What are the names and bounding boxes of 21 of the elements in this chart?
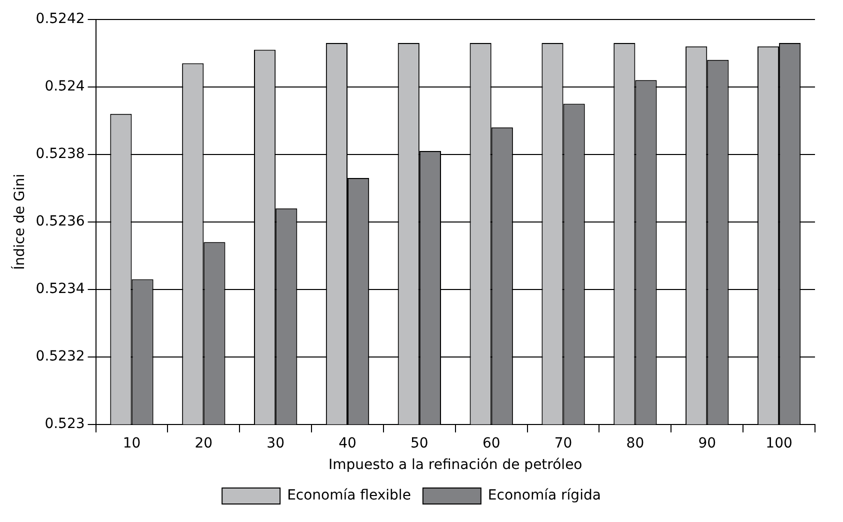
legend-label: Economía flexible — [287, 488, 411, 504]
x-tick-label: 70 — [554, 435, 572, 452]
y-tick-label: 0.5234 — [36, 281, 85, 298]
y-tick-label: 0.524 — [44, 78, 85, 95]
y-axis-title: Índice de Gini — [11, 174, 28, 270]
x-tick-label: 50 — [410, 435, 428, 452]
x-tick-label: 40 — [338, 435, 356, 452]
y-tick-label: 0.523 — [44, 416, 85, 432]
y-tick-label: 0.5232 — [36, 348, 85, 365]
x-tick-label: 10 — [122, 435, 141, 452]
x-tick-label: 90 — [698, 435, 716, 452]
x-axis-title: Impuesto a la refinación de petróleo — [328, 457, 582, 474]
legend-label: Economía rígida — [488, 488, 601, 504]
x-tick-label: 80 — [626, 435, 644, 452]
x-tick-label: 100 — [766, 435, 792, 452]
y-tick-label: 0.5236 — [36, 214, 85, 230]
x-tick-label: 60 — [482, 435, 500, 452]
x-tick-label: 20 — [194, 435, 213, 452]
y-tick-label: 0.5238 — [36, 146, 85, 162]
x-tick-label: 30 — [266, 435, 285, 452]
y-tick-label: 0.5242 — [36, 11, 85, 28]
